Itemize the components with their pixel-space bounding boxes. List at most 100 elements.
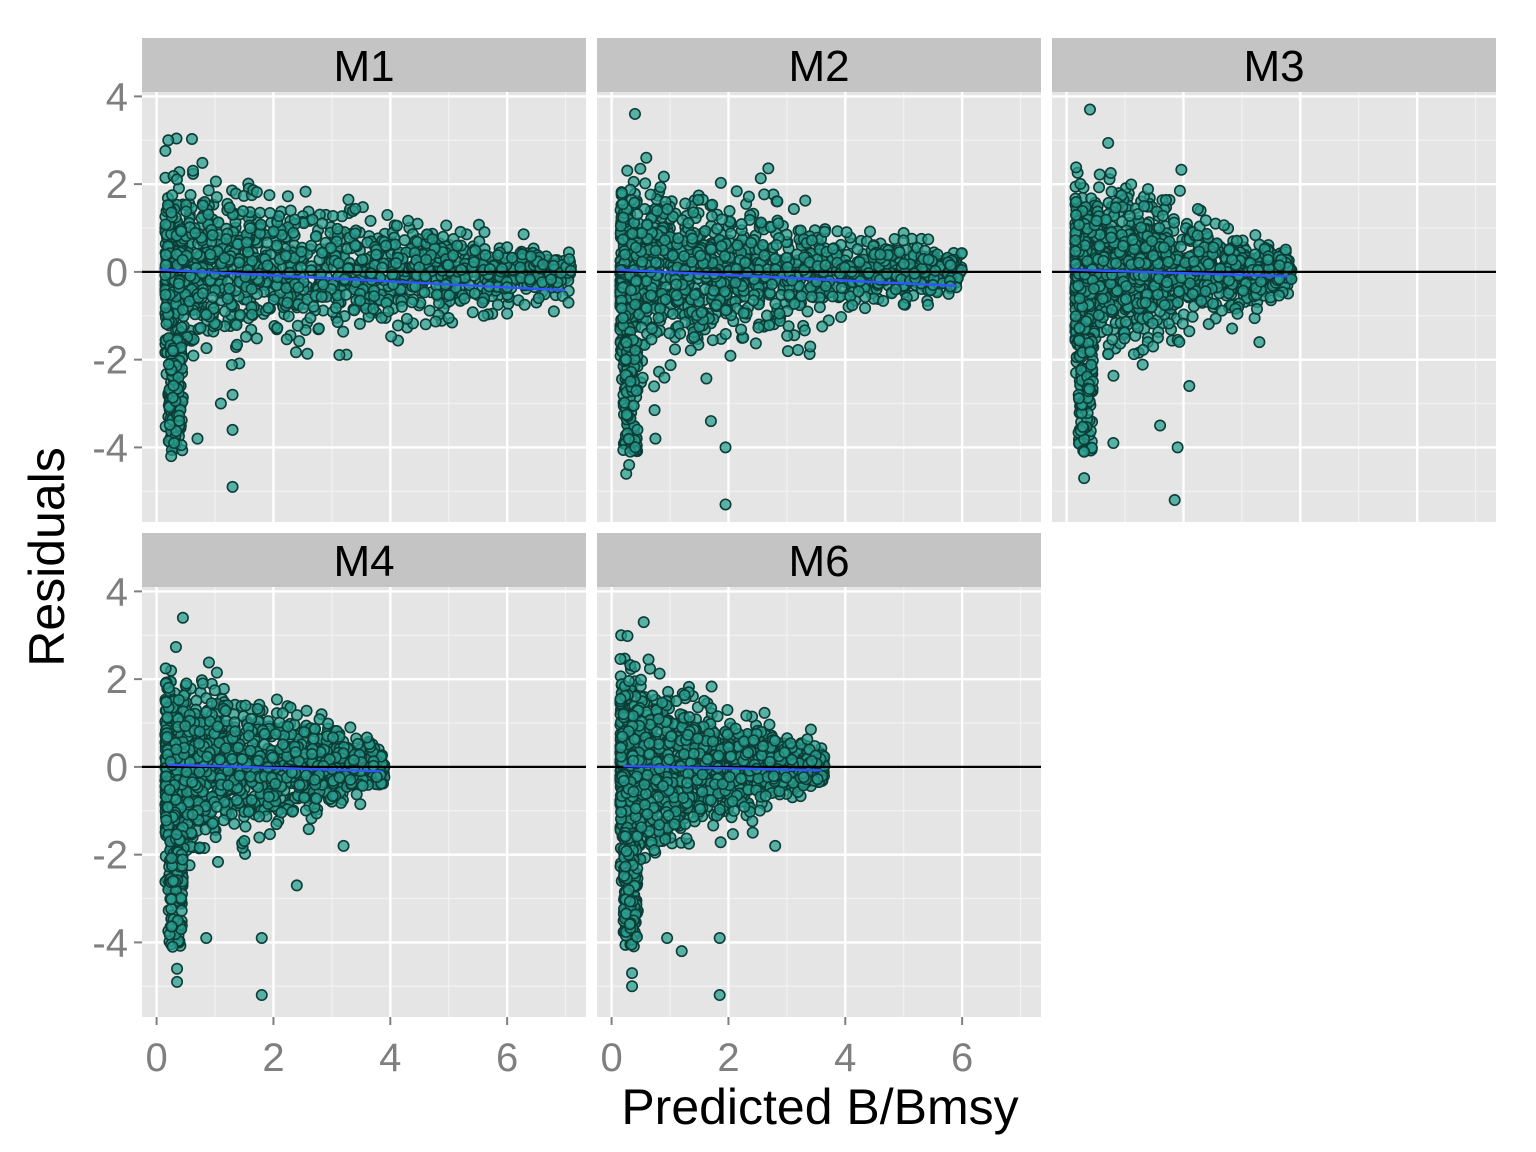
data-point [730, 185, 743, 198]
data-point [630, 275, 643, 288]
data-point [1261, 253, 1274, 266]
data-point [862, 267, 875, 280]
data-point [1158, 299, 1171, 312]
data-point [301, 347, 314, 360]
data-point [200, 308, 213, 321]
data-point [719, 441, 732, 454]
data-point [695, 306, 708, 319]
data-point [402, 214, 415, 227]
data-point [1231, 307, 1244, 320]
data-point [443, 289, 456, 302]
data-point [292, 281, 305, 294]
data-point [1187, 255, 1200, 268]
data-point [206, 291, 219, 304]
data-point [354, 294, 367, 307]
data-point [454, 225, 467, 238]
data-point [1109, 201, 1122, 214]
y-tick-label: 4 [106, 75, 128, 119]
data-point [370, 248, 383, 261]
data-point [477, 309, 490, 322]
data-point [563, 253, 576, 266]
data-point [672, 232, 685, 245]
data-point [715, 240, 728, 253]
data-point [382, 305, 395, 318]
data-point [1251, 264, 1264, 277]
data-point [340, 288, 353, 301]
data-point [305, 239, 318, 252]
data-point [762, 162, 775, 175]
data-point [281, 190, 294, 203]
data-point [714, 176, 727, 189]
data-point [749, 337, 762, 350]
data-point [955, 247, 968, 260]
data-point [523, 273, 536, 286]
data-point [679, 197, 692, 210]
data-point [1250, 302, 1263, 315]
y-tick-label: 2 [106, 163, 128, 207]
data-point [658, 234, 671, 247]
data-point [337, 325, 350, 338]
data-point [897, 234, 910, 247]
data-point [893, 246, 906, 259]
data-point [166, 189, 179, 202]
data-point [719, 327, 732, 340]
data-point [649, 432, 662, 445]
data-point [564, 264, 577, 277]
data-point [1073, 322, 1086, 335]
data-point [787, 202, 800, 215]
data-point [263, 207, 276, 220]
data-point [724, 227, 737, 240]
data-point [1105, 185, 1118, 198]
data-point [846, 299, 859, 312]
data-point [305, 264, 318, 277]
data-point [645, 322, 658, 335]
data-point [664, 359, 677, 372]
data-point [423, 304, 436, 317]
data-point [231, 338, 244, 351]
data-point [1176, 317, 1189, 330]
data-point [167, 379, 180, 392]
data-point [1085, 358, 1098, 371]
data-point [874, 248, 887, 261]
data-point [686, 232, 699, 245]
data-point [426, 233, 439, 246]
data-point [648, 380, 661, 393]
data-point [204, 248, 217, 261]
data-point [649, 244, 662, 257]
data-point [517, 228, 530, 241]
data-point [631, 208, 644, 221]
data-point [167, 344, 180, 357]
data-point [1162, 317, 1175, 330]
data-point [160, 317, 173, 330]
data-point [194, 321, 207, 334]
data-point [270, 239, 283, 252]
data-point [1237, 284, 1250, 297]
data-point [288, 213, 301, 226]
data-point [170, 173, 183, 186]
facet-strip-label: M4 [333, 537, 394, 586]
data-point [719, 498, 732, 511]
data-point [922, 298, 935, 311]
data-point [1093, 168, 1106, 181]
data-point [365, 267, 378, 280]
data-point [652, 311, 665, 324]
data-point [620, 336, 633, 349]
data-point [1191, 229, 1204, 242]
data-point [1069, 257, 1082, 270]
data-point [1154, 419, 1167, 432]
data-point [1173, 184, 1186, 197]
data-point [616, 312, 629, 325]
data-point [196, 199, 209, 212]
data-point [390, 257, 403, 270]
data-point [447, 249, 460, 262]
data-point [639, 177, 652, 190]
data-point [225, 358, 238, 371]
data-point [290, 346, 303, 359]
data-point [621, 164, 634, 177]
facet-strip [142, 38, 586, 92]
data-point [781, 329, 794, 342]
data-point [189, 226, 202, 239]
data-point [316, 246, 329, 259]
data-point [291, 319, 304, 332]
